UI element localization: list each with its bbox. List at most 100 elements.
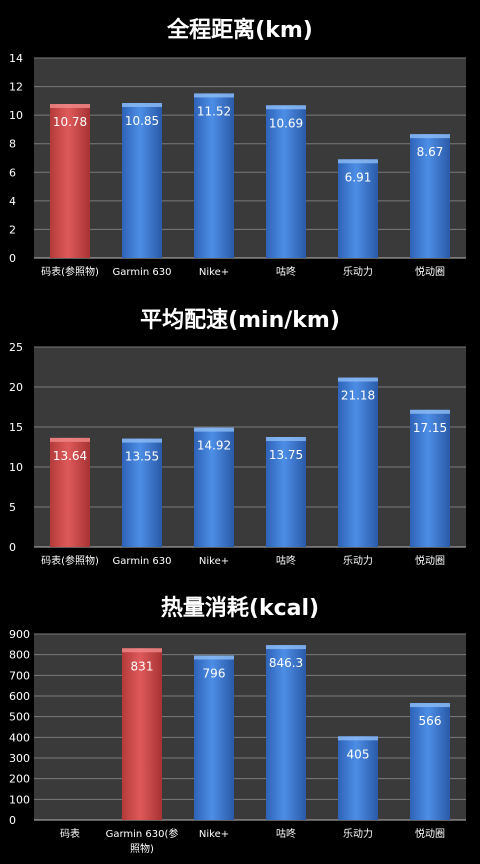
bar-6 — [410, 703, 450, 820]
bar-3 — [194, 655, 234, 820]
bar-5 — [338, 159, 378, 258]
x-tick-label: 悦动圈 — [415, 827, 445, 840]
chart-3-plot: 0 100 200 300 400 500 600 700 800 900 码表 831 Garmin … — [9, 628, 466, 855]
bar-3 — [194, 93, 234, 258]
bar-2 — [122, 438, 162, 547]
data-label: 8.67 — [417, 145, 444, 159]
data-label: 11.52 — [197, 104, 231, 118]
data-label: 21.18 — [341, 389, 375, 403]
bar-cap — [266, 105, 306, 110]
bar-3 — [194, 427, 234, 547]
x-tick-label: 码表 — [60, 827, 80, 840]
x-tick-label: 乐动力 — [343, 265, 373, 278]
x-tick-label: 咕咚 — [276, 554, 296, 567]
bar-5 — [338, 736, 378, 820]
data-label: 13.64 — [53, 449, 87, 463]
chart-1-plot: 0 2 4 6 8 10 12 14 10.78 码表(参照物) 10.85 Garmin 630 11… — [9, 52, 466, 278]
bar-6 — [410, 409, 450, 547]
y-tick-label: 5 — [9, 501, 16, 514]
data-label: 10.78 — [53, 115, 87, 129]
y-tick-label: 14 — [9, 52, 23, 65]
bar-cap — [338, 377, 378, 382]
bar-2 — [122, 103, 162, 258]
x-tick-label: Nike+ — [199, 556, 229, 567]
y-tick-label: 800 — [9, 649, 30, 662]
y-tick-label: 100 — [9, 793, 30, 806]
chart-2-plot: 0 5 10 15 20 25 13.64 码表(参照物) 13.55 Garmin 630 14.… — [9, 341, 466, 567]
bar-cap — [338, 159, 378, 164]
plot-area — [34, 347, 466, 547]
y-tick-label: 300 — [9, 752, 30, 765]
plot-area — [34, 58, 466, 258]
bar-1 — [50, 437, 90, 547]
data-label: 831 — [131, 659, 154, 673]
data-label: 14.92 — [197, 439, 231, 453]
y-tick-label: 10 — [9, 109, 23, 122]
y-tick-label: 0 — [9, 541, 16, 554]
y-tick-label: 900 — [9, 628, 30, 641]
data-label: 796 — [203, 666, 226, 680]
bar-cap — [410, 134, 450, 139]
bar-4 — [266, 645, 306, 820]
y-tick-label: 200 — [9, 773, 30, 786]
plot-area — [34, 634, 466, 820]
y-tick-label: 600 — [9, 690, 30, 703]
y-tick-label: 8 — [9, 138, 16, 151]
x-tick-label: 乐动力 — [343, 554, 373, 567]
data-label: 13.75 — [269, 448, 303, 462]
bar-1 — [50, 104, 90, 258]
x-tick-label: 咕咚 — [276, 827, 296, 840]
y-tick-label: 0 — [9, 814, 16, 827]
x-tick-label: 码表(参照物) — [41, 265, 99, 278]
bar-cap — [122, 103, 162, 107]
bar-cap — [266, 437, 306, 441]
y-tick-label: 4 — [9, 195, 16, 208]
x-tick-label: 乐动力 — [343, 827, 373, 840]
bar-cap — [122, 438, 162, 443]
chart-2-title: 平均配速(min/km) — [140, 308, 340, 333]
data-label: 405 — [347, 747, 370, 761]
x-tick-label: 照物) — [130, 842, 154, 855]
x-tick-label: Garmin 630 — [113, 267, 172, 278]
y-tick-label: 500 — [9, 711, 30, 724]
x-tick-label: 码表(参照物) — [41, 554, 99, 567]
x-tick-label: Garmin 630(参 — [106, 827, 179, 840]
y-tick-label: 0 — [9, 252, 16, 265]
x-tick-label: Garmin 630 — [113, 556, 172, 567]
x-tick-label: 咕咚 — [276, 265, 296, 278]
y-tick-label: 400 — [9, 731, 30, 744]
bar-cap — [194, 427, 234, 432]
data-label: 846.3 — [269, 656, 303, 670]
bar-cap — [194, 93, 234, 98]
data-label: 10.69 — [269, 116, 303, 130]
y-tick-label: 25 — [9, 341, 23, 354]
bar-4 — [266, 105, 306, 259]
bar-cap — [410, 703, 450, 708]
bar-2 — [122, 648, 162, 820]
bar-4 — [266, 437, 306, 547]
x-tick-label: 悦动圈 — [415, 554, 445, 567]
bar-5 — [338, 377, 378, 547]
y-tick-label: 700 — [9, 669, 30, 682]
data-label: 566 — [419, 714, 442, 728]
bar-cap — [338, 736, 378, 741]
bar-cap — [266, 645, 306, 650]
bar-cap — [410, 409, 450, 414]
data-label: 6.91 — [345, 170, 372, 184]
x-tick-label: Nike+ — [199, 267, 229, 278]
x-tick-label: 悦动圈 — [415, 265, 445, 278]
bar-cap — [50, 437, 90, 442]
x-tick-label: Nike+ — [199, 829, 229, 840]
y-tick-label: 20 — [9, 381, 23, 394]
y-tick-label: 10 — [9, 461, 23, 474]
chart-3-title: 热量消耗(kcal) — [160, 596, 320, 621]
y-tick-label: 2 — [9, 223, 16, 236]
y-tick-label: 12 — [9, 81, 23, 94]
bar-cap — [194, 655, 234, 660]
bar-cap — [122, 648, 162, 653]
data-label: 13.55 — [125, 450, 159, 464]
y-tick-label: 6 — [9, 166, 16, 179]
data-label: 10.85 — [125, 114, 159, 128]
bar-cap — [50, 104, 90, 108]
data-label: 17.15 — [413, 421, 447, 435]
